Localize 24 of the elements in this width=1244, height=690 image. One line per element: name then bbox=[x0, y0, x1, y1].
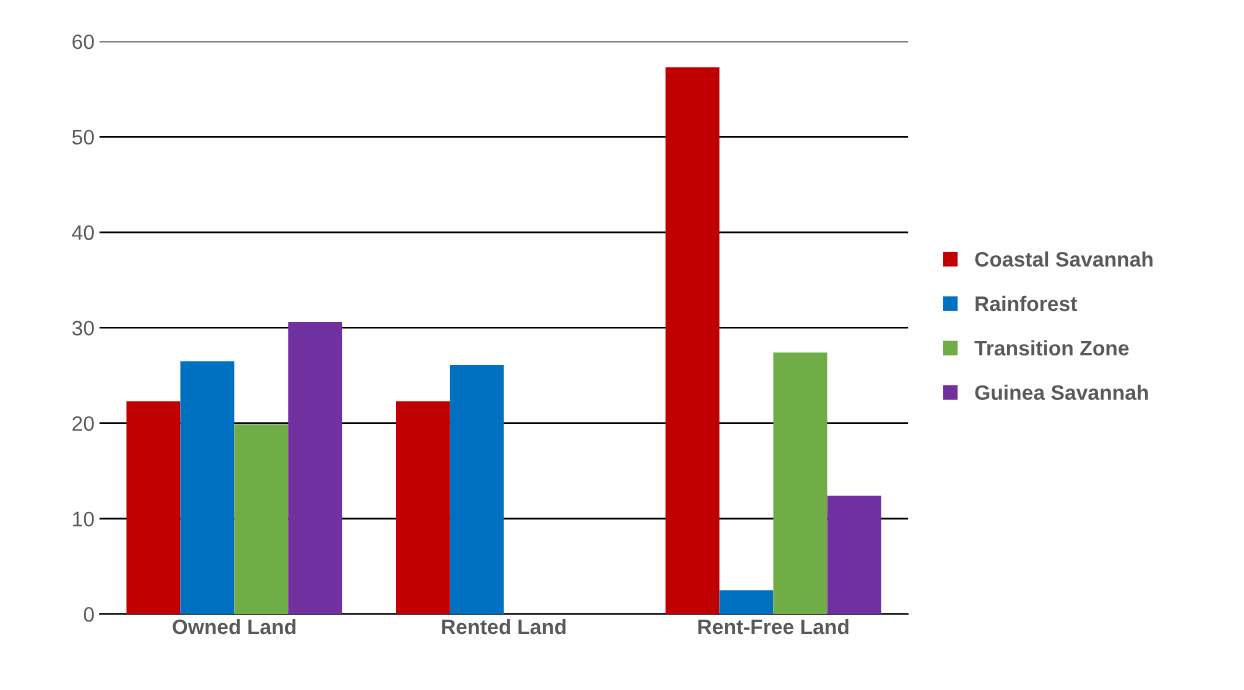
bar bbox=[396, 401, 450, 615]
bar bbox=[234, 424, 289, 615]
legend-label: Transition Zone bbox=[974, 340, 1129, 356]
legend-label: Coastal Savannah bbox=[975, 251, 1153, 267]
x-tick-label: Owned Land bbox=[172, 618, 296, 635]
bar bbox=[288, 322, 343, 615]
y-tick-label: 60 bbox=[72, 34, 94, 50]
y-tick-label: 30 bbox=[72, 320, 94, 336]
x-tick-label: Rent-Free Land bbox=[698, 618, 849, 635]
y-tick-label: 0 bbox=[83, 607, 94, 622]
legend-label: Guinea Savannah bbox=[975, 384, 1148, 400]
bar bbox=[449, 364, 504, 615]
legend-label: Rainforest bbox=[975, 295, 1078, 312]
y-tick-label: 20 bbox=[72, 416, 94, 431]
y-tick-label: 50 bbox=[72, 129, 94, 145]
bar bbox=[665, 67, 720, 615]
x-tick-label: Rented Land bbox=[442, 618, 566, 635]
bar bbox=[180, 361, 235, 615]
bar bbox=[827, 495, 882, 615]
bar bbox=[773, 352, 828, 615]
bar bbox=[719, 590, 774, 615]
bar bbox=[126, 401, 181, 615]
y-tick-label: 10 bbox=[73, 511, 94, 527]
y-tick-label: 40 bbox=[71, 225, 94, 241]
